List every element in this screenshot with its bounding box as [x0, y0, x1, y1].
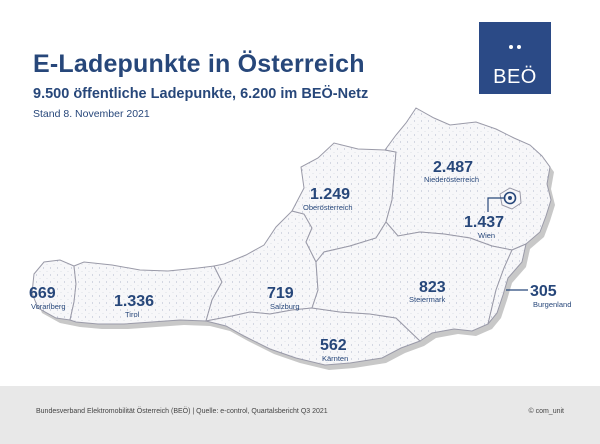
oberoesterreich-value: 1.249: [310, 186, 350, 203]
steiermark-label: Steiermark: [409, 295, 446, 304]
wien-leader-line: [487, 197, 504, 212]
footer: Bundesverband Elektromobilität Österreic…: [0, 386, 600, 444]
wien-label: Wien: [478, 231, 495, 240]
steiermark-value: 823: [419, 279, 446, 296]
salzburg-value: 719: [267, 285, 294, 302]
vorarlberg-value: 669: [29, 285, 56, 302]
niederoesterreich-value: 2.487: [433, 159, 473, 176]
wien-marker-icon: [503, 191, 517, 205]
page-title: E-Ladepunkte in Österreich: [33, 50, 365, 78]
burgenland-value: 305: [530, 283, 557, 300]
kaernten-label: Kärnten: [322, 354, 348, 363]
logo-text: BEÖ: [493, 66, 537, 88]
vorarlberg-label: Vorarlberg: [31, 302, 66, 311]
credit: © com_unit: [528, 408, 564, 415]
tirol-value: 1.336: [114, 293, 154, 310]
page-subtitle: 9.500 öffentliche Ladepunkte, 6.200 im B…: [33, 86, 369, 102]
oberoesterreich-label: Oberösterreich: [303, 203, 353, 212]
salzburg-label: Salzburg: [270, 302, 300, 311]
tirol-label: Tirol: [125, 310, 140, 319]
austria-map: 669 Vorarlberg 1.336 Tirol 719 Salzburg …: [29, 107, 571, 370]
beo-logo: BEÖ: [479, 22, 551, 94]
date-stamp: Stand 8. November 2021: [33, 108, 150, 120]
wien-value: 1.437: [464, 214, 504, 231]
source-note: Bundesverband Elektromobilität Österreic…: [36, 408, 328, 415]
niederoesterreich-label: Niederösterreich: [424, 175, 479, 184]
burgenland-label: Burgenland: [533, 300, 571, 309]
kaernten-value: 562: [320, 337, 347, 354]
logo-dots-icon: [509, 45, 523, 49]
